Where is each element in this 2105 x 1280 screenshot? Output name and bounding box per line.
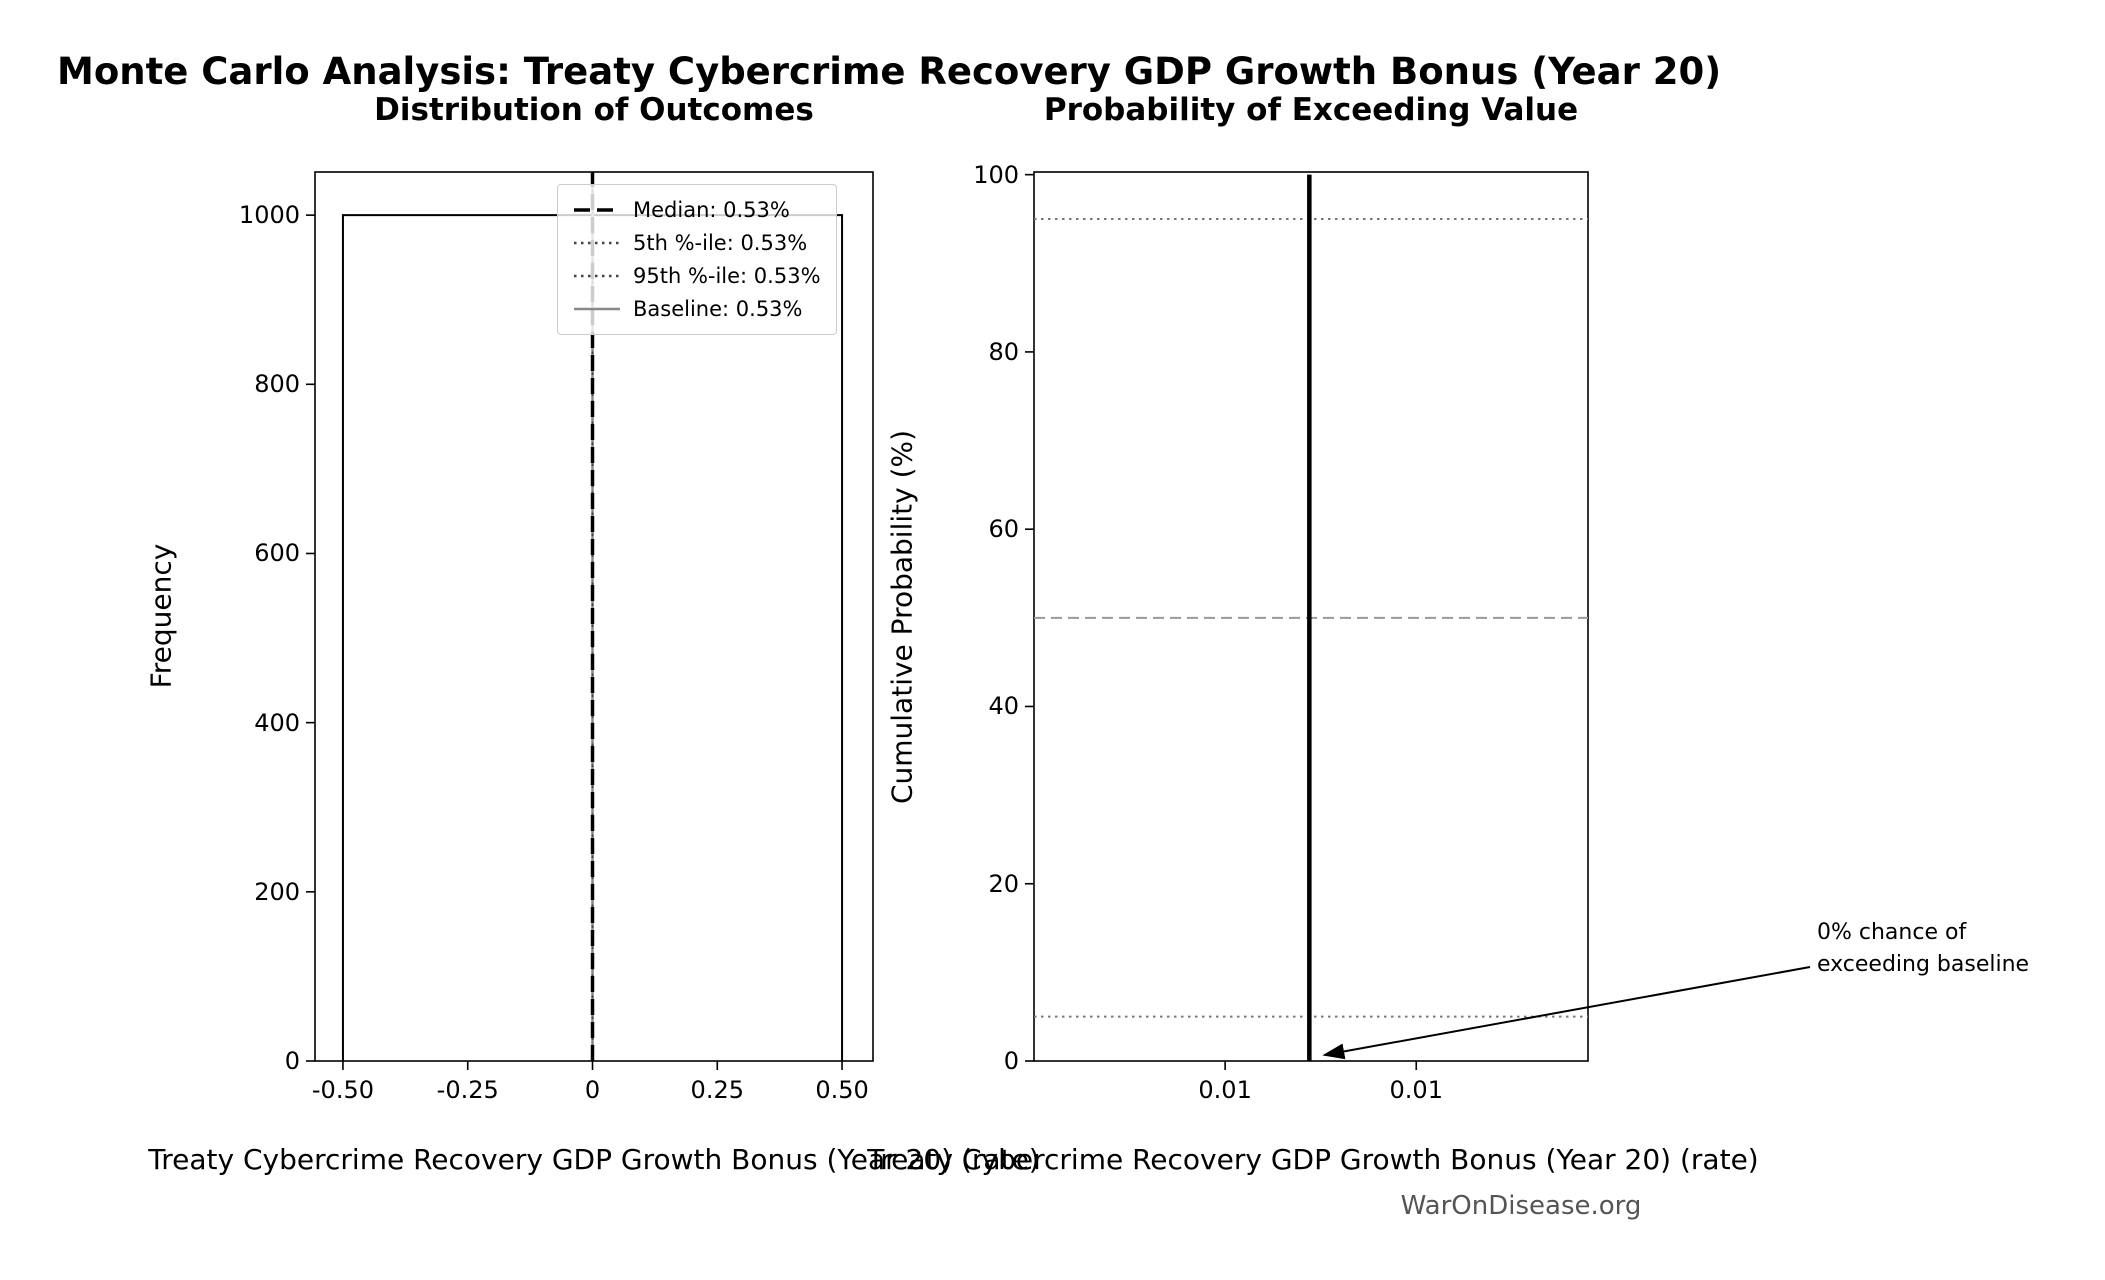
legend-item: 5th %-ile: 0.53%: [573, 228, 821, 258]
legend-sample-line: [574, 274, 620, 278]
figure-title: Monte Carlo Analysis: Treaty Cybercrime …: [57, 50, 1722, 93]
annotation-text: 0% chance of exceeding baseline: [1817, 920, 2030, 977]
left-x-axis-label: Treaty Cybercrime Recovery GDP Growth Bo…: [148, 1143, 1040, 1176]
watermark: WarOnDisease.org: [1400, 1191, 1642, 1221]
right-subplot-title: Probability of Exceeding Value: [1043, 92, 1579, 128]
left-subplot-title: Distribution of Outcomes: [374, 92, 814, 128]
legend-item-label: 95th %-ile: 0.53%: [633, 264, 821, 288]
legend-sample-line: [574, 307, 620, 311]
legend-item: Median: 0.53%: [573, 195, 821, 225]
legend-item-label: Baseline: 0.53%: [633, 297, 803, 321]
legend-sample-line: [574, 241, 620, 245]
annotation-arrow: [1322, 966, 1811, 1060]
legend-item: Baseline: 0.53%: [573, 294, 821, 324]
right-x-axis-label: Treaty Cybercrime Recovery GDP Growth Bo…: [867, 1143, 1759, 1176]
legend-item-label: 5th %-ile: 0.53%: [633, 231, 808, 255]
legend-item: 95th %-ile: 0.53%: [573, 261, 821, 291]
legend-sample-line: [574, 208, 620, 212]
legend-item-label: Median: 0.53%: [633, 198, 790, 222]
legend-box: Median: 0.53% 5th %-ile: 0.53% 95th %-ile:…: [557, 184, 837, 335]
